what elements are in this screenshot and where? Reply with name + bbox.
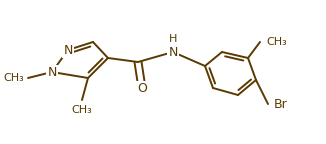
- Text: CH₃: CH₃: [72, 105, 92, 115]
- Text: CH₃: CH₃: [3, 73, 24, 83]
- Text: Br: Br: [274, 97, 288, 110]
- Text: N: N: [47, 66, 57, 78]
- Text: N: N: [168, 46, 178, 58]
- Text: CH₃: CH₃: [266, 37, 287, 47]
- Text: O: O: [137, 82, 147, 94]
- Text: N: N: [63, 43, 73, 56]
- Text: H: H: [169, 34, 177, 44]
